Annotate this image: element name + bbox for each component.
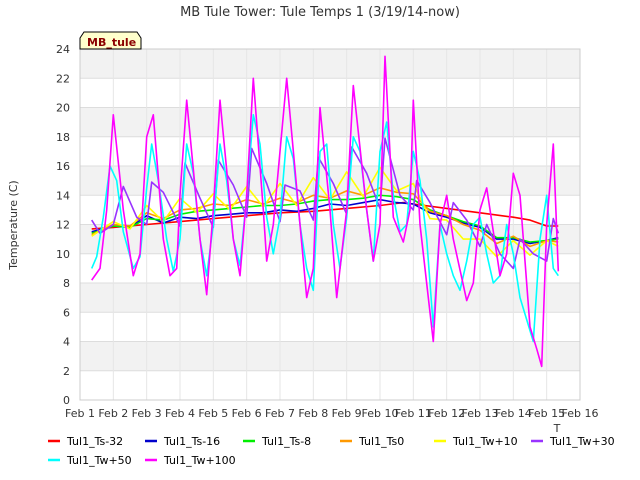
x-tick-label: Feb 16 xyxy=(562,407,599,420)
x-tick-label: Feb 13 xyxy=(462,407,499,420)
y-tick-label: 20 xyxy=(56,102,70,115)
legend-label: Tul1_Ts-16 xyxy=(163,435,220,448)
x-tick-label: Feb 15 xyxy=(528,407,565,420)
x-tick-label: Feb 7 xyxy=(265,407,295,420)
y-tick-label: 10 xyxy=(56,248,70,261)
x-tick-label: Feb 3 xyxy=(132,407,162,420)
x-tick-label: Feb 10 xyxy=(362,407,399,420)
y-tick-label: 24 xyxy=(56,43,70,56)
legend-label: Tul1_Ts-8 xyxy=(261,435,311,448)
legend-label: Tul1_Ts0 xyxy=(358,435,404,448)
x-tick-label: Feb 5 xyxy=(198,407,228,420)
legend-label: Tul1_Tw+50 xyxy=(66,454,132,467)
legend-label: Tul1_Tw+100 xyxy=(163,454,236,467)
y-tick-label: 14 xyxy=(56,189,70,202)
station-tag: MB_tule xyxy=(79,31,142,50)
plot-background-bands xyxy=(80,49,580,371)
legend-label: Tul1_Ts-32 xyxy=(66,435,123,448)
plot-area xyxy=(79,48,581,401)
plot-band xyxy=(80,107,580,137)
y-axis-label: Temperature (C) xyxy=(7,180,20,270)
x-tick-label: Feb 9 xyxy=(332,407,362,420)
station-tag-label: MB_tule xyxy=(87,36,136,49)
x-axis-label-fragment: T xyxy=(553,422,561,435)
y-tick-label: 12 xyxy=(56,219,70,232)
y-tick-label: 6 xyxy=(63,306,70,319)
legend-label: Tul1_Tw+10 xyxy=(452,435,518,448)
y-tick-label: 0 xyxy=(63,394,70,407)
series-line-Tul1_Tw+100 xyxy=(91,55,560,368)
plot-band xyxy=(80,283,580,313)
x-tick-label: Feb 12 xyxy=(428,407,465,420)
x-axis-ticks: Feb 1 Feb 2 Feb 3 Feb 4 Feb 5 Feb 6 Feb 7 Feb 8… xyxy=(65,407,598,420)
series-line-Tul1_Tw+50 xyxy=(90,114,559,343)
plot-band xyxy=(80,341,580,371)
x-tick-label: Feb 11 xyxy=(395,407,432,420)
x-tick-label: Feb 2 xyxy=(98,407,128,420)
chart-title: MB Tule Tower: Tule Temps 1 (3/19/14-now… xyxy=(180,5,460,20)
x-tick-label: Feb 8 xyxy=(298,407,328,420)
station-tag-shape xyxy=(79,31,142,50)
x-tick-label: Feb 14 xyxy=(495,407,532,420)
legend: Tul1_Ts-32 Tul1_Ts-16 Tul1_Ts-8 Tul1_Ts0 Tul… xyxy=(48,435,615,467)
y-tick-label: 2 xyxy=(63,365,70,378)
series-lines xyxy=(90,55,560,368)
y-tick-label: 16 xyxy=(56,160,70,173)
x-tick-label: Feb 4 xyxy=(165,407,195,420)
y-tick-label: 8 xyxy=(63,277,70,290)
x-tick-label: Feb 1 xyxy=(65,407,95,420)
x-tick-label: Feb 6 xyxy=(232,407,262,420)
y-tick-label: 4 xyxy=(63,336,70,349)
y-tick-label: 22 xyxy=(56,72,70,85)
legend-label: Tul1_Tw+30 xyxy=(549,435,615,448)
plot-band xyxy=(80,49,580,79)
series-line-Tul1_Ts-32 xyxy=(91,201,559,230)
y-tick-label: 18 xyxy=(56,131,70,144)
